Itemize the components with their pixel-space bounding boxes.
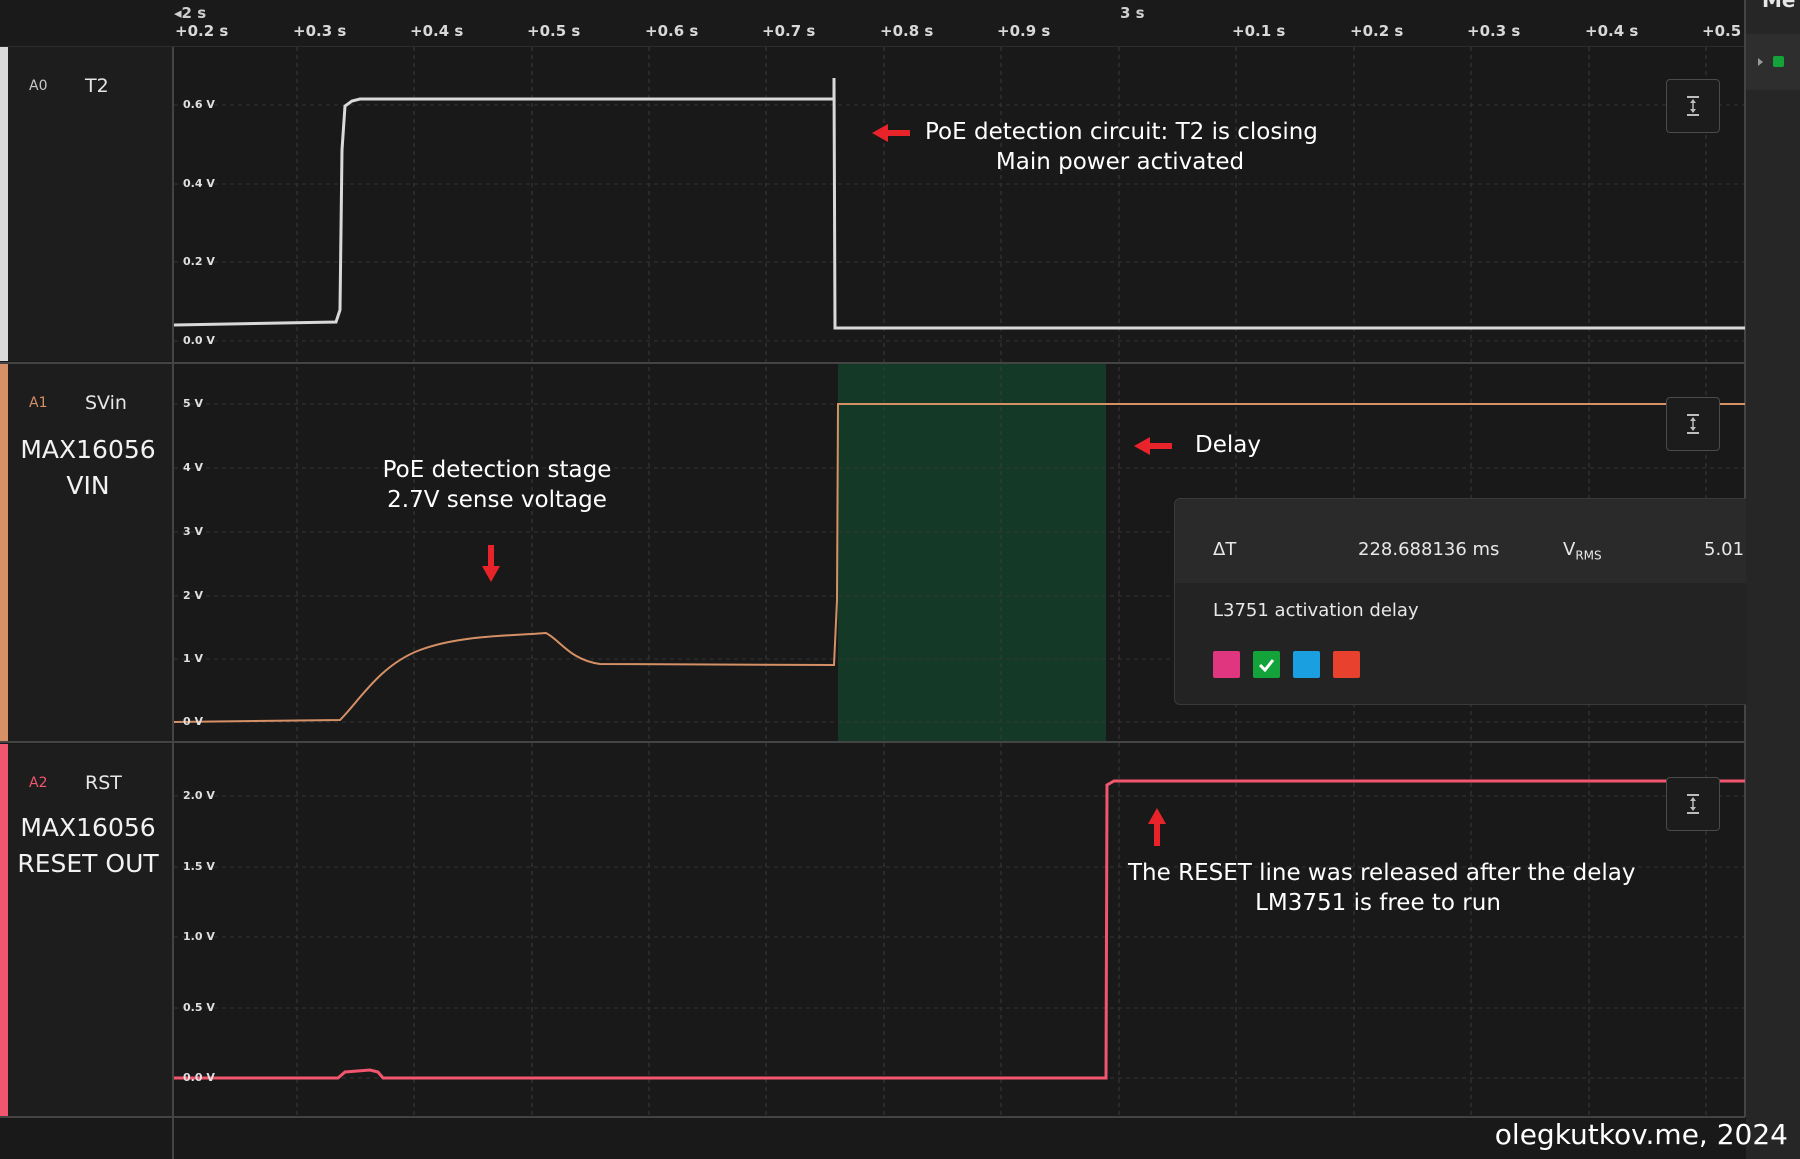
y-axis-label: 1.0 V	[183, 930, 215, 943]
ruler-tick: +0.4 s	[1585, 22, 1639, 40]
channel-color-bar	[0, 47, 8, 361]
ruler-tick: +0.6 s	[645, 22, 699, 40]
sidebar-tab-icons	[1758, 56, 1784, 67]
annotation-reset-released: The RESET line was released after the de…	[1128, 860, 1636, 916]
time-ruler[interactable]: ◂2 s 3 s +0.2 s +0.3 s +0.4 s +0.5 s +0.…	[0, 0, 1755, 47]
ruler-tick: +0.2 s	[1350, 22, 1404, 40]
y-axis-label: 0.4 V	[183, 177, 215, 190]
vrms-label: VRMS	[1563, 539, 1602, 563]
ruler-tick: +0.5 s	[1702, 22, 1756, 40]
channel-a0-header[interactable]: A0 T2	[0, 47, 172, 361]
ruler-tick: +0.2 s	[175, 22, 229, 40]
time-grid	[296, 47, 1707, 1117]
y-axis-label: 0.5 V	[183, 1001, 215, 1014]
sidebar-tab[interactable]	[1746, 34, 1800, 90]
autoscale-icon	[1687, 794, 1699, 814]
channel-a0-autoscale-button[interactable]	[1666, 79, 1720, 133]
color-swatch-pink[interactable]	[1213, 651, 1240, 678]
y-axis-label: 0.2 V	[183, 255, 215, 268]
ruler-tick: +0.5 s	[527, 22, 581, 40]
measurement-name[interactable]: L3751 activation delay	[1213, 600, 1419, 621]
measurement-popup-header	[1175, 499, 1800, 583]
channel-a1-header[interactable]: A1 SVin MAX16056 VIN	[0, 364, 172, 741]
checkmark-icon	[1258, 659, 1275, 673]
channel-a2-header[interactable]: A2 RST MAX16056 RESET OUT	[0, 744, 172, 1117]
channel-label: SVin	[85, 392, 127, 414]
delta-t-value: 228.688136 ms	[1358, 539, 1500, 560]
channel-color-bar	[0, 744, 8, 1117]
delta-t-label: ΔT	[1213, 539, 1237, 560]
y-axis-label: 0 V	[183, 715, 203, 728]
y-axis-label: 0.0 V	[183, 1071, 215, 1084]
y-axis-label: 1.5 V	[183, 860, 215, 873]
annotation-poe-detection: PoE detection stage 2.7V sense voltage	[382, 457, 612, 513]
trace-a0-t2	[173, 77, 1745, 330]
annotation-arrows	[482, 124, 1172, 846]
y-axis-label: 5 V	[183, 397, 203, 410]
delay-selection-region[interactable]	[838, 364, 1106, 741]
channel-a1-autoscale-button[interactable]	[1666, 397, 1720, 451]
channel-label: RST	[85, 772, 122, 794]
expand-icon	[1758, 58, 1763, 66]
color-swatch-green-selected[interactable]	[1253, 651, 1280, 678]
channel-code: A0	[29, 78, 48, 94]
ruler-tick: +0.1 s	[1232, 22, 1286, 40]
channel-code: A1	[29, 395, 48, 411]
channel-code: A2	[29, 775, 48, 791]
channel-color-bar	[0, 364, 8, 741]
channel-description: MAX16056 RESET OUT	[17, 813, 159, 878]
color-swatch-blue[interactable]	[1293, 651, 1320, 678]
ruler-tick: +0.8 s	[880, 22, 934, 40]
ruler-tick: +0.9 s	[997, 22, 1051, 40]
y-axis-label: 3 V	[183, 525, 203, 538]
status-indicator-icon	[1773, 56, 1784, 67]
y-axis-label: 1 V	[183, 652, 203, 665]
y-axis-label: 0.6 V	[183, 98, 215, 111]
autoscale-icon	[1687, 96, 1699, 116]
color-swatch-red[interactable]	[1333, 651, 1360, 678]
measurement-popup[interactable]: ΔT 228.688136 ms VRMS 5.011 V L3751 acti…	[1174, 498, 1800, 705]
trace-a1-svin	[173, 403, 1745, 723]
annotation-delay: Delay	[1195, 432, 1261, 458]
channel-a2-autoscale-button[interactable]	[1666, 777, 1720, 831]
ruler-start-marker: ◂2 s	[174, 4, 207, 22]
trace-a2-rst	[174, 779, 1745, 1080]
credit-text: olegkutkov.me, 2024	[1494, 1118, 1788, 1151]
y-axis-label: 4 V	[183, 461, 203, 474]
channel-label: T2	[85, 75, 109, 97]
right-sidebar[interactable]	[1746, 0, 1800, 1159]
y-axis-label: 2 V	[183, 589, 203, 602]
annotation-t2-closing: PoE detection circuit: T2 is closing Mai…	[925, 119, 1318, 175]
ruler-tick: +0.3 s	[293, 22, 347, 40]
sidebar-title: Me	[1762, 0, 1796, 12]
autoscale-icon	[1687, 414, 1699, 434]
channel-description: MAX16056 VIN	[20, 435, 156, 500]
y-axis-label: 0.0 V	[183, 334, 215, 347]
ruler-tick: +0.3 s	[1467, 22, 1521, 40]
ruler-mid-marker: 3 s	[1120, 4, 1145, 22]
y-axis-label: 2.0 V	[183, 789, 215, 802]
ruler-tick: +0.7 s	[762, 22, 816, 40]
ruler-tick: +0.4 s	[410, 22, 464, 40]
